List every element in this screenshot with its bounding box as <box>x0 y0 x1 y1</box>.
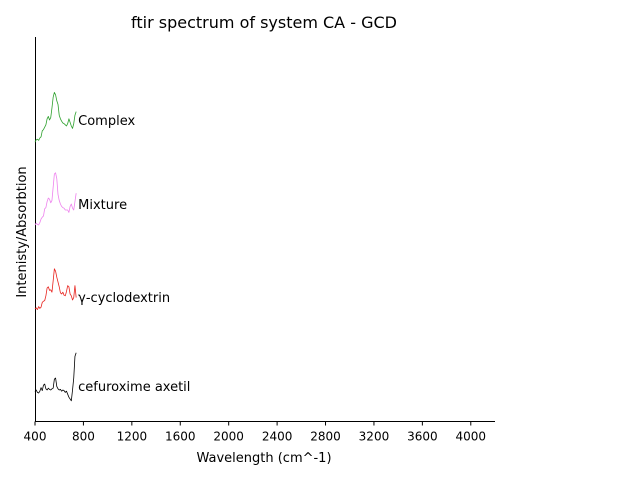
series-label-2: Mixture <box>78 198 127 213</box>
trace--cyclodextrin <box>34 268 77 310</box>
x-tick-label-2800: 2800 <box>310 430 341 444</box>
series-labels: cefuroxime axetil γ-cyclodextrin Mixture Co… <box>78 114 190 395</box>
trace-cefuroxime-axetil <box>34 352 77 402</box>
x-axis-ticks: 400 800 1200 1600 2000 2400 2800 3200 3600 4000 <box>24 421 487 444</box>
trace-mixture <box>34 172 77 226</box>
x-tick-label-1200: 1200 <box>117 430 148 444</box>
x-tick-label-3600: 3600 <box>407 430 438 444</box>
x-tick-label-400: 400 <box>24 430 47 444</box>
x-axis-label: Wavelength (cm^-1) <box>196 451 331 466</box>
series-label-1: γ-cyclodextrin <box>78 291 170 306</box>
series-label-3: Complex <box>78 114 135 129</box>
trace-complex <box>34 92 77 143</box>
x-tick-label-2400: 2400 <box>262 430 293 444</box>
x-tick-label-4000: 4000 <box>456 430 487 444</box>
chart-title: ftir spectrum of system CA - GCD <box>131 13 397 32</box>
x-tick-label-1600: 1600 <box>165 430 196 444</box>
x-tick-label-800: 800 <box>72 430 95 444</box>
x-tick-label-2000: 2000 <box>213 430 244 444</box>
spectrum-traces <box>34 92 77 402</box>
x-tick-label-3200: 3200 <box>359 430 390 444</box>
y-axis-label: Intenisty/Absorbtion <box>15 166 30 297</box>
series-label-0: cefuroxime axetil <box>78 380 190 395</box>
